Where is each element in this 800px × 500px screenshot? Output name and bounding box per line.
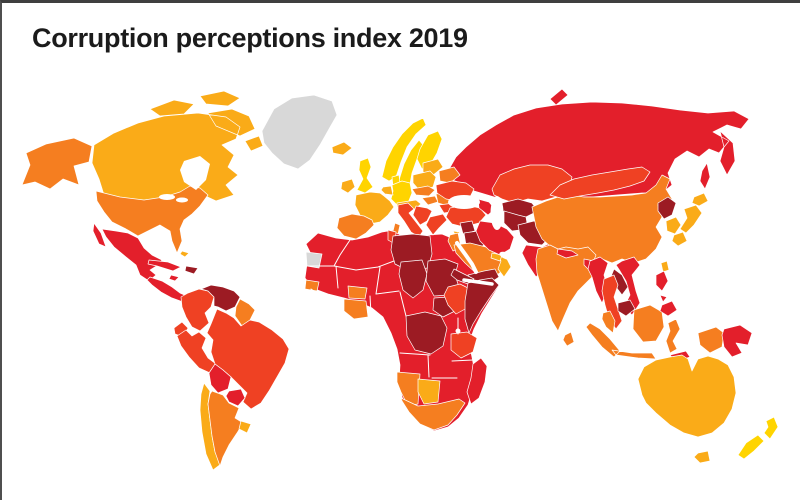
region-south-korea: [665, 216, 682, 235]
region-indonesia: [585, 304, 725, 360]
region-uk: [356, 157, 374, 194]
region-west-balkans: [412, 205, 433, 226]
region-bolivia: [208, 363, 232, 394]
region-caribbean: [147, 259, 182, 282]
region-czech-slovakia: [411, 185, 436, 197]
region-iceland: [331, 141, 353, 156]
region-vietnam: [615, 256, 641, 316]
region-nepal: [556, 248, 579, 259]
region-botswana: [417, 378, 441, 405]
world-map: [21, 88, 779, 471]
region-drc: [405, 311, 448, 355]
region-poland: [412, 170, 437, 192]
region-ghana-ivory-coast: [343, 298, 369, 320]
region-malaysia: [601, 310, 616, 334]
region-tanzania: [450, 331, 478, 359]
region-taiwan: [660, 260, 670, 273]
region-thailand: [601, 274, 623, 330]
region-sardinia: [392, 222, 401, 235]
region-greenland: [261, 94, 338, 170]
region-iberia: [336, 213, 375, 240]
region-philippines: [655, 270, 678, 317]
region-alaska: [21, 137, 93, 190]
region-papua-new-guinea: [721, 324, 753, 358]
region-burkina-faso: [347, 285, 368, 300]
black-sea: [448, 195, 480, 209]
region-namibia: [396, 371, 421, 407]
gulf-of-aden: [462, 278, 494, 286]
region-hungary: [421, 195, 439, 206]
region-chad: [398, 259, 428, 299]
region-somalia: [464, 277, 500, 334]
region-mongolia: [549, 166, 651, 200]
region-argentina: [207, 390, 244, 467]
region-venezuela: [200, 284, 241, 312]
region-canada: [91, 90, 264, 207]
region-ireland: [340, 178, 356, 194]
hudson-bay: [180, 156, 210, 190]
region-india: [535, 244, 597, 332]
persian-gulf: [499, 251, 515, 261]
region-belarus: [438, 166, 461, 184]
region-western-sahara: [305, 251, 323, 269]
region-australia: [637, 354, 737, 464]
region-bahamas: [179, 250, 190, 258]
region-madagascar: [466, 357, 488, 405]
page-title: Corruption perceptions index 2019: [32, 23, 468, 53]
region-usa: [95, 185, 209, 254]
region-hispaniola: [184, 265, 199, 275]
region-sri-lanka: [562, 331, 575, 347]
great-lakes-east: [176, 197, 188, 203]
region-south-africa: [400, 397, 466, 431]
caspian-sea: [490, 196, 504, 230]
region-new-zealand: [737, 416, 779, 460]
region-finland: [416, 130, 443, 170]
lake-victoria: [455, 328, 461, 334]
great-lakes-west: [159, 194, 175, 200]
region-colombia: [180, 288, 215, 332]
region-syria: [459, 220, 476, 235]
region-cambodia: [617, 299, 636, 317]
region-mexico: [92, 222, 163, 282]
region-peru: [176, 329, 217, 374]
region-greece: [425, 213, 448, 236]
region-uruguay: [238, 420, 252, 434]
region-senegal: [304, 279, 320, 292]
region-benelux: [380, 185, 394, 196]
region-north-korea: [657, 196, 677, 220]
region-japan: [671, 192, 709, 247]
africa-internal-borders: [307, 239, 474, 379]
region-paraguay: [225, 388, 246, 407]
red-sea: [455, 241, 478, 274]
